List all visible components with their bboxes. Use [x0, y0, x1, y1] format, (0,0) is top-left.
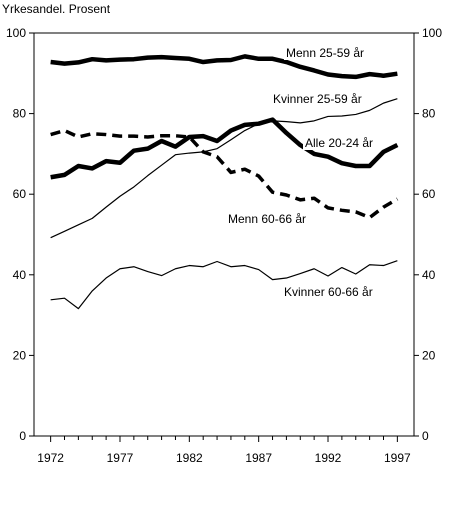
series-label-kvinner-60-66-ar: Kvinner 60-66 år [284, 285, 373, 299]
series-labels: Menn 25-59 år Kvinner 25-59 år Alle 20-24 … [226, 46, 376, 299]
series-line-kvinner-25-59-ar [50, 98, 398, 239]
right-y-tick-label: 60 [422, 187, 436, 201]
series-label-background [284, 46, 367, 60]
series-line-alle-20-24-ar [50, 117, 399, 180]
y-axis-title: Yrkesandel. Prosent [2, 2, 111, 16]
right-y-tick-label: 80 [422, 107, 436, 121]
series-label-background [226, 212, 309, 226]
series-line-kvinner-60-66-ar [50, 260, 398, 310]
left-y-tick-label: 0 [19, 429, 26, 443]
left-y-axis: 0 20 40 60 80 100 [6, 26, 34, 443]
x-tick-label: 1977 [107, 451, 134, 465]
left-y-tick-label: 80 [13, 107, 27, 121]
right-y-tick-label: 40 [422, 268, 436, 282]
series-lines [50, 54, 399, 310]
right-y-tick-label: 20 [422, 348, 436, 362]
x-tick-label: 1997 [384, 451, 411, 465]
right-y-tick-label: 0 [422, 429, 429, 443]
series-label-background [303, 136, 376, 150]
series-line-menn-25-59-ar [50, 54, 398, 80]
plot-frame [33, 32, 415, 437]
left-y-tick-label: 20 [13, 348, 27, 362]
x-axis: 1972 1977 1982 1987 1992 1997 [37, 436, 411, 465]
left-y-tick-label: 100 [6, 26, 26, 40]
series-label-background [282, 285, 375, 299]
series-label-kvinner-25-59-ar: Kvinner 25-59 år [273, 92, 362, 106]
x-tick-label: 1992 [315, 451, 342, 465]
x-tick-label: 1987 [245, 451, 272, 465]
right-y-tick-label: 100 [422, 26, 442, 40]
series-label-background [271, 92, 364, 106]
x-tick-label: 1982 [176, 451, 203, 465]
series-label-alle-20-24-ar: Alle 20-24 år [305, 136, 373, 150]
series-label-menn-25-59-ar: Menn 25-59 år [286, 46, 364, 60]
series-label-menn-60-66-ar: Menn 60-66 år [228, 212, 306, 226]
x-tick-label: 1972 [37, 451, 64, 465]
left-y-tick-label: 60 [13, 187, 27, 201]
left-y-tick-label: 40 [13, 268, 27, 282]
right-y-axis: 0 20 40 60 80 100 [414, 26, 442, 443]
